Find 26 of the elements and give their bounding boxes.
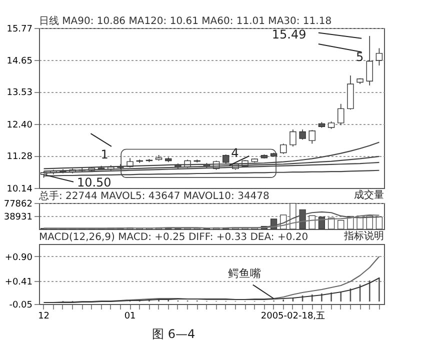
chart-title: 日线 MA90: 10.86 MA120: 10.61 MA60: 11.01 MA30: 11.18: [39, 15, 332, 27]
y-tick-label: +0.41: [4, 278, 32, 288]
chart-title: 总手: 22744 MAVOL5: 43647 MAVOL10: 34478: [38, 190, 270, 202]
caption: 图 6—4: [152, 327, 196, 341]
x-tick-label: 12: [38, 312, 50, 322]
annotation: 1: [100, 147, 108, 162]
y-tick-label: +0.90: [4, 253, 33, 263]
annotation: 鳄鱼嘴: [228, 267, 261, 280]
chart-title: MACD(12,26,9) MACD: +0.25 DIFF: +0.33 DEA: +0.20: [39, 232, 308, 243]
annotation: 5: [356, 50, 364, 64]
x-tick-label: 01: [124, 312, 136, 322]
text: 成交量: [354, 189, 384, 201]
y-tick-label: 38931: [4, 212, 32, 222]
y-tick-label: 15.77: [6, 24, 32, 34]
y-tick-label: 77862: [4, 200, 32, 210]
y-tick-label: 11.28: [6, 152, 33, 162]
x-tick-label: 2005-02-18,五: [260, 312, 326, 322]
y-tick-label: 12.40: [6, 120, 33, 130]
annotation: 15.49: [272, 27, 306, 42]
text: 指标说明: [343, 230, 384, 242]
y-tick-label: 10.14: [6, 184, 33, 194]
annotation: 4: [231, 146, 239, 160]
annotation: 10.50: [76, 175, 112, 190]
y-tick-label: -0.05: [9, 300, 32, 310]
y-tick-label: 13.53: [6, 88, 32, 98]
y-tick-label: 14.65: [6, 56, 32, 66]
